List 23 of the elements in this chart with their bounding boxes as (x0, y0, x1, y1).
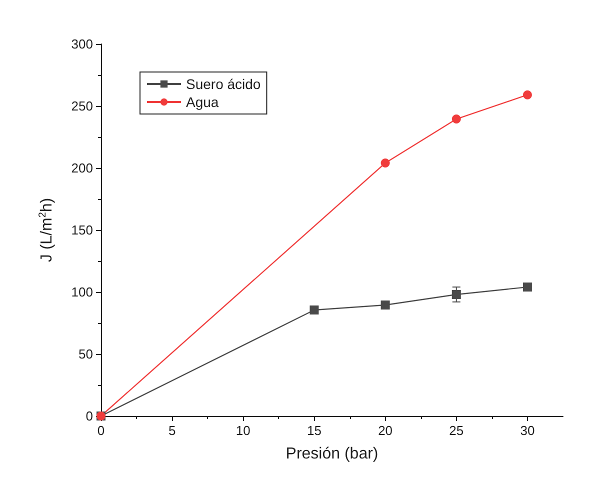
point (522, 282, 532, 292)
legend-label: Agua (186, 94, 219, 110)
point (310, 305, 319, 314)
y-tick-label: 200 (71, 160, 93, 176)
x-tick-label: 5 (168, 423, 176, 438)
x-tick-label: 15 (306, 423, 322, 438)
point (522, 90, 532, 100)
x-tick-label: 20 (378, 423, 393, 438)
y-tick-label: 0 (86, 408, 93, 424)
y-tick-label: 50 (78, 346, 93, 362)
y-tick-label: 300 (71, 36, 93, 52)
y-tick-label: 150 (71, 222, 93, 238)
y-tick-label: 250 (71, 98, 93, 114)
x-tick-label: 30 (520, 423, 535, 438)
x-axis-title: Presión (bar) (286, 446, 378, 462)
legend-label: Suero ácido (186, 76, 261, 92)
x-tick-label: 10 (236, 423, 250, 438)
x-tick-label: 0 (97, 423, 105, 438)
x-tick-label: 25 (449, 423, 464, 438)
y-axis-title: J (L/m2h) (38, 198, 56, 262)
y-tick-label: 100 (71, 284, 93, 300)
point (452, 114, 461, 124)
point (380, 158, 390, 168)
